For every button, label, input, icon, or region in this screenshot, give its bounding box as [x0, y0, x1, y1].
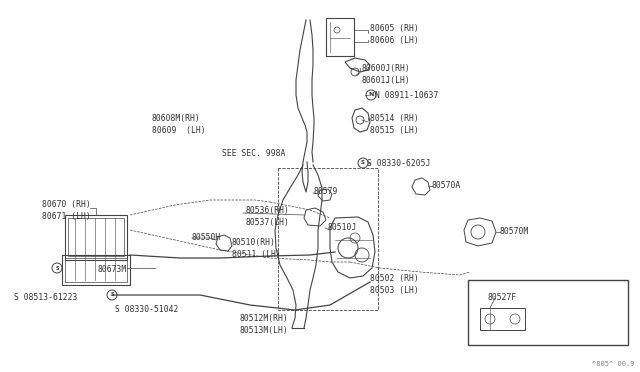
- Text: 80515 (LH): 80515 (LH): [370, 125, 419, 135]
- Text: N 08911-10637: N 08911-10637: [375, 90, 438, 99]
- Text: 80510J: 80510J: [327, 224, 356, 232]
- Text: S 08330-51042: S 08330-51042: [115, 305, 179, 314]
- Text: 80570M: 80570M: [500, 228, 529, 237]
- Text: S: S: [110, 292, 114, 298]
- Text: 80601J(LH): 80601J(LH): [362, 76, 411, 84]
- Bar: [68, 218, 124, 256]
- Text: 80670 (RH): 80670 (RH): [42, 201, 91, 209]
- Bar: [65, 215, 127, 260]
- Text: 80673M: 80673M: [98, 266, 127, 275]
- Text: S 08513-61223: S 08513-61223: [14, 294, 77, 302]
- Text: 80513M(LH): 80513M(LH): [240, 326, 289, 334]
- Bar: [480, 308, 525, 330]
- Text: 80579: 80579: [313, 187, 337, 196]
- Text: 80570A: 80570A: [432, 180, 461, 189]
- Text: 80536(RH): 80536(RH): [245, 205, 289, 215]
- Text: 80550H: 80550H: [192, 234, 221, 243]
- Text: 80608M(RH): 80608M(RH): [152, 113, 201, 122]
- Text: 80600J(RH): 80600J(RH): [362, 64, 411, 73]
- Text: 80606 (LH): 80606 (LH): [370, 35, 419, 45]
- Text: S 08330-6205J: S 08330-6205J: [367, 158, 430, 167]
- Text: S: S: [361, 160, 365, 166]
- Text: 80671 (LH): 80671 (LH): [42, 212, 91, 221]
- Text: 80511 (LH): 80511 (LH): [232, 250, 281, 260]
- Text: 80503 (LH): 80503 (LH): [370, 285, 419, 295]
- Text: 80527F: 80527F: [488, 294, 517, 302]
- Text: 80609  (LH): 80609 (LH): [152, 125, 205, 135]
- Text: S: S: [55, 266, 59, 270]
- Bar: [468, 280, 628, 345]
- Text: N: N: [368, 93, 374, 97]
- Text: 80537(LH): 80537(LH): [245, 218, 289, 227]
- Bar: [65, 258, 127, 282]
- Text: 80605 (RH): 80605 (RH): [370, 23, 419, 32]
- Text: 80502 (RH): 80502 (RH): [370, 273, 419, 282]
- Text: 80514 (RH): 80514 (RH): [370, 113, 419, 122]
- Text: 80510(RH): 80510(RH): [232, 238, 276, 247]
- Text: 80512M(RH): 80512M(RH): [240, 314, 289, 323]
- Bar: [62, 255, 130, 285]
- Text: ^805^ 00.9: ^805^ 00.9: [593, 361, 635, 367]
- Text: SEE SEC. 998A: SEE SEC. 998A: [222, 148, 285, 157]
